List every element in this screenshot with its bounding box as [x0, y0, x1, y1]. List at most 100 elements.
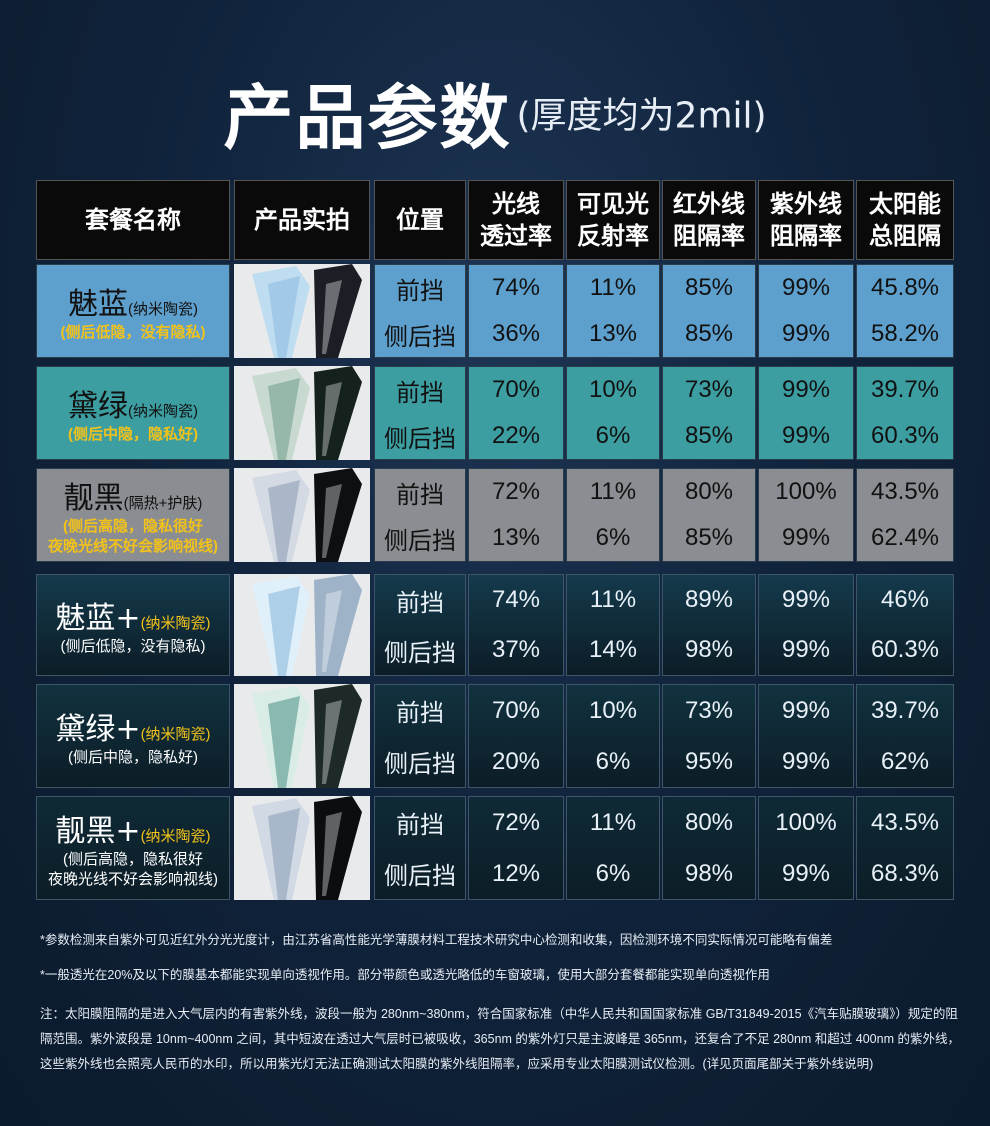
position-label: 侧后挡: [384, 527, 456, 555]
position-cell: 前挡 侧后挡: [374, 468, 466, 562]
position-label: 前挡: [396, 589, 444, 617]
package-name: 魅蓝+: [55, 601, 141, 636]
front-value: 100%: [775, 478, 837, 505]
rear-value: 6%: [595, 524, 631, 551]
value-cell: 11% 14%: [566, 574, 660, 676]
value-cell: 99% 99%: [758, 684, 854, 788]
position-label: 前挡: [396, 277, 444, 305]
value-cell: 10% 6%: [566, 366, 660, 460]
value-cell: 39.7% 62%: [856, 684, 954, 788]
value-cell: 39.7% 60.3%: [856, 366, 954, 460]
position-cell: 前挡 侧后挡: [374, 264, 466, 358]
front-value: 10%: [588, 696, 638, 724]
header-label: 阻隔率: [673, 221, 745, 250]
rear-value: 36%: [491, 320, 541, 347]
rear-value: 14%: [588, 636, 638, 663]
value-cell: 100% 99%: [758, 796, 854, 900]
package-note: 夜晚光线不好会影响视线): [48, 538, 218, 555]
value-cell: 11% 13%: [566, 264, 660, 358]
front-value: 10%: [588, 376, 638, 403]
header-label: 透过率: [480, 221, 552, 250]
rear-value: 13%: [491, 524, 541, 551]
rear-value: 37%: [491, 636, 541, 663]
value-cell: 80% 98%: [662, 796, 756, 900]
rear-value: 60.3%: [870, 422, 940, 449]
package-name-cell: 黛绿(纳米陶瓷) (侧后中隐，隐私好): [36, 366, 230, 460]
package-material: (纳米陶瓷): [140, 615, 211, 632]
package-material: (纳米陶瓷): [128, 403, 198, 420]
package-note: 夜晚光线不好会影响视线): [48, 871, 218, 888]
header-cell: 产品实拍: [234, 180, 370, 260]
position-label: 侧后挡: [384, 751, 456, 778]
value-cell: 46% 60.3%: [856, 574, 954, 676]
value-cell: 70% 22%: [468, 366, 564, 460]
header-label: 红外线: [673, 189, 745, 218]
header-label: 位置: [396, 205, 444, 234]
value-cell: 73% 95%: [662, 684, 756, 788]
package-name: 黛绿+: [55, 712, 141, 747]
rear-value: 99%: [781, 636, 831, 663]
front-value: 99%: [781, 586, 831, 613]
product-photo: [234, 574, 370, 676]
footnote-3: 注：太阳膜阻隔的是进入大气层内的有害紫外线，波段一般为 280nm~380nm，…: [40, 1007, 960, 1071]
footnote-1: *参数检测来自紫外可见近红外分光光度计，由江苏省高性能光学薄膜材料工程技术研究中…: [40, 933, 833, 947]
front-value: 74%: [491, 586, 541, 613]
front-value: 11%: [589, 808, 637, 836]
rear-value: 60.3%: [870, 636, 940, 663]
product-photo: [234, 468, 370, 562]
package-name-cell: 黛绿+(纳米陶瓷) (侧后中隐，隐私好): [36, 684, 230, 788]
value-cell: 99% 99%: [758, 574, 854, 676]
package-name: 靓黑+: [55, 814, 141, 849]
front-value: 72%: [491, 478, 541, 505]
front-value: 11%: [589, 478, 637, 505]
position-cell: 前挡 侧后挡: [374, 366, 466, 460]
value-cell: 99% 99%: [758, 264, 854, 358]
front-value: 80%: [684, 478, 734, 505]
position-cell: 前挡 侧后挡: [374, 684, 466, 788]
front-value: 99%: [781, 696, 831, 724]
front-value: 39.7%: [870, 696, 940, 724]
value-cell: 99% 99%: [758, 366, 854, 460]
header-label: 总阻隔: [869, 221, 941, 250]
front-value: 43.5%: [870, 478, 940, 505]
header-cell: 套餐名称: [36, 180, 230, 260]
package-material: (纳米陶瓷): [128, 301, 198, 318]
header-cell: 位置: [374, 180, 466, 260]
rear-value: 6%: [595, 859, 631, 887]
package-note: (侧后低隐，没有隐私): [60, 324, 206, 341]
table-row: 靓黑(隔热+护肤) (侧后高隐，隐私很好 夜晚光线不好会影响视线) 前挡 侧后挡 72% 1…: [36, 466, 954, 564]
front-value: 99%: [781, 376, 831, 403]
front-value: 70%: [491, 696, 541, 724]
table-header: 套餐名称 产品实拍 位置 光线 透过率 可见光 反射率 红外线 阻隔率 紫外线 阻隔率 太阳能 总阻隔: [36, 180, 954, 260]
table-row: 靓黑+(纳米陶瓷) (侧后高隐，隐私很好 夜晚光线不好会影响视线) 前挡 侧后挡 72% 1…: [36, 794, 954, 902]
rear-value: 85%: [684, 320, 734, 347]
front-value: 73%: [684, 376, 734, 403]
table-row: 魅蓝+(纳米陶瓷) (侧后低隐，没有隐私) 前挡 侧后挡 74% 37% 11% 14% 89%…: [36, 572, 954, 678]
page-title: 产品参数 (厚度均为2mil): [0, 62, 990, 163]
title-sub: (厚度均为2mil): [516, 95, 767, 137]
header-label: 可见光: [577, 189, 649, 218]
header-cell: 红外线 阻隔率: [662, 180, 756, 260]
position-label: 侧后挡: [384, 639, 456, 667]
value-cell: 11% 6%: [566, 796, 660, 900]
front-value: 80%: [684, 808, 734, 836]
header-label: 太阳能: [869, 189, 941, 218]
front-value: 85%: [684, 274, 734, 301]
value-cell: 70% 20%: [468, 684, 564, 788]
value-cell: 72% 13%: [468, 468, 564, 562]
value-cell: 45.8% 58.2%: [856, 264, 954, 358]
position-cell: 前挡 侧后挡: [374, 574, 466, 676]
package-name-cell: 魅蓝(纳米陶瓷) (侧后低隐，没有隐私): [36, 264, 230, 358]
product-photo: [234, 366, 370, 460]
rear-value: 99%: [781, 524, 831, 551]
package-name: 黛绿: [68, 389, 128, 424]
header-label: 光线: [492, 189, 540, 218]
rear-value: 20%: [491, 747, 541, 775]
package-material: (隔热+护肤): [123, 495, 203, 512]
product-photo: [234, 264, 370, 358]
rear-value: 99%: [781, 747, 831, 775]
value-cell: 73% 85%: [662, 366, 756, 460]
value-cell: 74% 36%: [468, 264, 564, 358]
position-label: 前挡: [396, 812, 444, 839]
rear-value: 99%: [781, 422, 831, 449]
